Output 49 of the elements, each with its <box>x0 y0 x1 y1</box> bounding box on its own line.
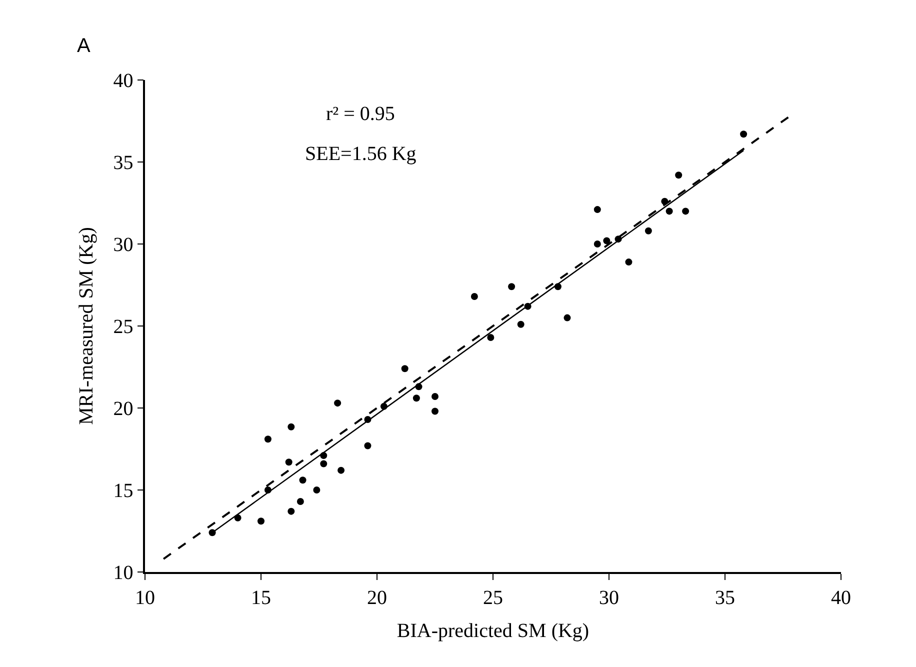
y-tick-label: 30 <box>113 234 134 256</box>
point <box>740 130 748 138</box>
point <box>603 237 610 244</box>
y-tick-label: 15 <box>113 480 134 502</box>
x-tick-label: 20 <box>367 586 387 609</box>
point <box>666 208 673 215</box>
x-axis-title: BIA-predicted SM (Kg) <box>396 620 590 642</box>
point <box>517 320 524 328</box>
point <box>487 334 494 341</box>
y-tick-label: 25 <box>113 316 134 338</box>
x-tick-label: 15 <box>251 586 271 609</box>
point <box>264 436 272 443</box>
y-axis-title: MRI-measured SM (Kg) <box>75 227 98 425</box>
point <box>644 227 652 234</box>
point <box>299 476 306 484</box>
x-tick-label: 10 <box>135 586 155 609</box>
point <box>313 486 320 494</box>
point <box>364 442 372 450</box>
annotation: r² = 0.95 <box>326 103 395 125</box>
point <box>675 172 682 179</box>
point <box>432 408 438 415</box>
point <box>594 206 601 214</box>
point <box>412 394 420 402</box>
x-tick-label: 25 <box>483 586 503 609</box>
point <box>594 240 601 248</box>
annotation: SEE=1.56 Kg <box>305 143 416 165</box>
point <box>564 314 571 322</box>
point <box>285 458 292 466</box>
text: A <box>77 35 91 57</box>
y-tick-label: 35 <box>113 152 134 174</box>
point <box>401 365 408 372</box>
x-tick-label: 40 <box>831 586 851 609</box>
point <box>432 393 438 400</box>
x-tick-label: 35 <box>715 586 735 609</box>
point <box>682 208 690 215</box>
point <box>288 423 295 430</box>
point <box>296 498 304 505</box>
point <box>625 258 632 266</box>
y-tick-label: 10 <box>113 562 134 584</box>
point <box>508 283 516 290</box>
point <box>334 400 342 407</box>
x-tick-label: 30 <box>599 586 619 609</box>
point <box>288 508 295 515</box>
point <box>258 518 264 525</box>
y-tick-label: 40 <box>113 70 134 92</box>
point <box>338 466 345 474</box>
point <box>320 460 328 468</box>
point <box>470 292 478 300</box>
y-tick-label: 20 <box>113 398 134 420</box>
